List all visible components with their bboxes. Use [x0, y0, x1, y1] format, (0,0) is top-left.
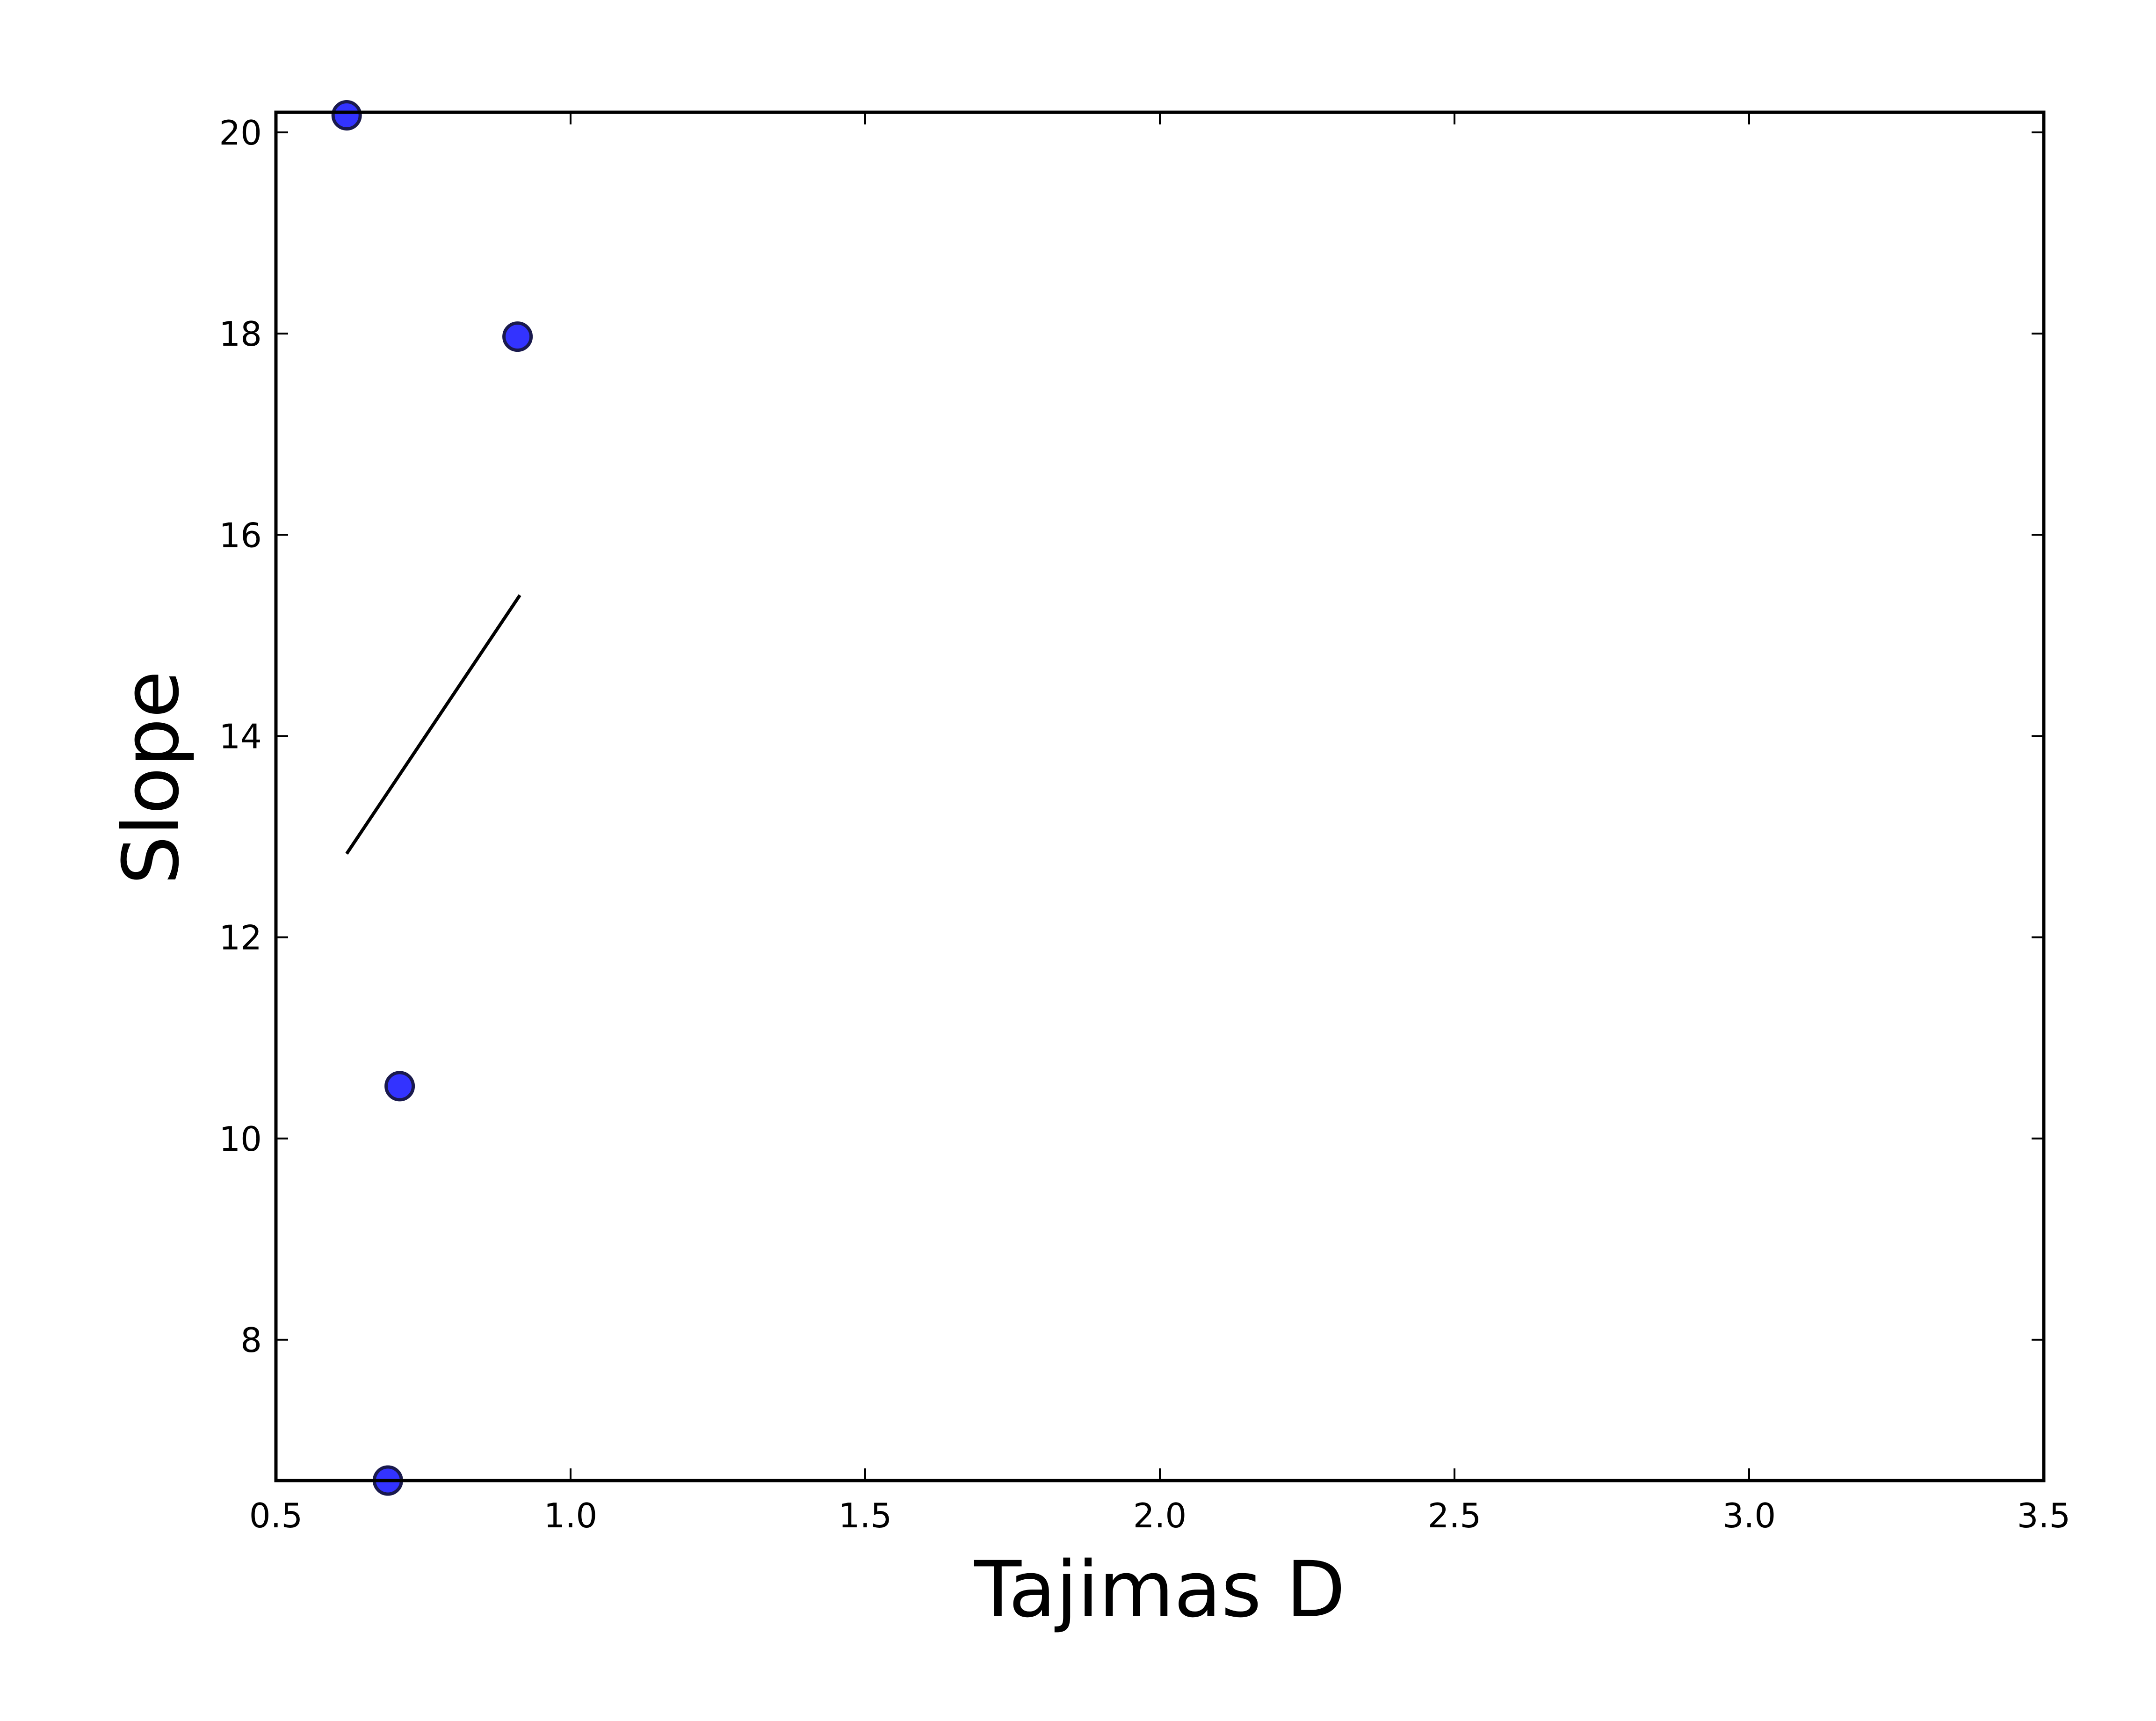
regression-line [345, 594, 521, 855]
x-tick: 1.0 [544, 112, 598, 1535]
y-tick-label: 8 [240, 1321, 262, 1360]
x-tick-label: 2.0 [1133, 1496, 1187, 1535]
y-tick-label: 18 [219, 314, 262, 354]
x-tick-label: 2.5 [1428, 1496, 1482, 1535]
x-tick: 3.0 [1722, 112, 1776, 1535]
x-tick: 3.5 [2017, 112, 2071, 1535]
x-tick-label: 1.5 [839, 1496, 892, 1535]
x-tick: 2.5 [1428, 112, 1482, 1535]
y-tick: 10 [219, 1119, 2044, 1159]
y-tick-label: 10 [219, 1119, 262, 1159]
y-tick: 8 [240, 1321, 2044, 1360]
axis-ticks: 0.5 1.0 1.5 2.0 2.5 3.0 3.5 8 10 12 14 16 18 20 [219, 112, 2070, 1535]
axes-frame [274, 110, 2046, 1482]
y-tick-label: 14 [219, 717, 262, 756]
y-tick: 12 [219, 918, 2044, 958]
y-tick-label: 20 [219, 113, 262, 152]
y-tick: 18 [219, 314, 2044, 354]
x-axis-label: Tajimas D [974, 1545, 1346, 1634]
x-tick-label: 3.5 [2017, 1496, 2071, 1535]
scatter-point [384, 1071, 415, 1102]
x-tick-label: 1.0 [544, 1496, 598, 1535]
y-tick-label: 16 [219, 516, 262, 555]
y-tick-label: 12 [219, 918, 262, 958]
x-tick-label: 3.0 [1722, 1496, 1776, 1535]
y-tick: 14 [219, 717, 2044, 756]
scatter-point [502, 321, 533, 352]
x-tick: 2.0 [1133, 112, 1187, 1535]
y-tick: 20 [219, 113, 2044, 152]
y-tick: 16 [219, 516, 2044, 555]
scatter-point [331, 100, 362, 131]
y-axis-label: Slope [106, 671, 196, 885]
x-tick-label: 0.5 [249, 1496, 303, 1535]
x-tick: 1.5 [839, 112, 892, 1535]
